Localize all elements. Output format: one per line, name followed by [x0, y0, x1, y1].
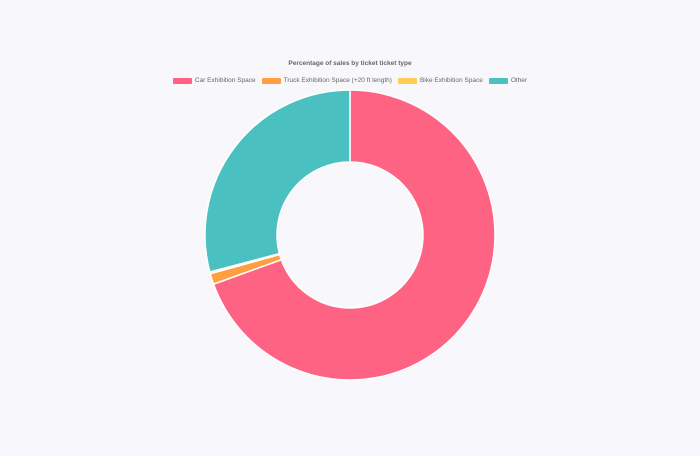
legend-label-car: Car Exhibition Space [194, 77, 256, 84]
legend-label-other: Other [510, 77, 528, 84]
legend-item-car[interactable]: Car Exhibition Space [172, 76, 256, 86]
legend-item-truck[interactable]: Truck Exhibition Space (+20 ft length) [261, 76, 392, 86]
legend-item-other[interactable]: Other [488, 76, 528, 86]
legend-item-bike[interactable]: Bike Exhibition Space [397, 76, 483, 86]
legend-swatch-bike [397, 78, 417, 84]
legend-swatch-car [172, 78, 192, 84]
doughnut-slice-car[interactable] [212, 89, 496, 381]
legend-label-bike: Bike Exhibition Space [419, 77, 483, 84]
legend-swatch-truck [261, 78, 281, 84]
legend-swatch-other [488, 78, 508, 84]
doughnut-slice-other[interactable] [204, 89, 351, 273]
legend-label-truck: Truck Exhibition Space (+20 ft length) [283, 77, 392, 84]
chart-legend: Car Exhibition Space Truck Exhibition Sp… [0, 76, 700, 86]
chart-title: Percentage of sales by ticket ticket typ… [288, 60, 412, 67]
